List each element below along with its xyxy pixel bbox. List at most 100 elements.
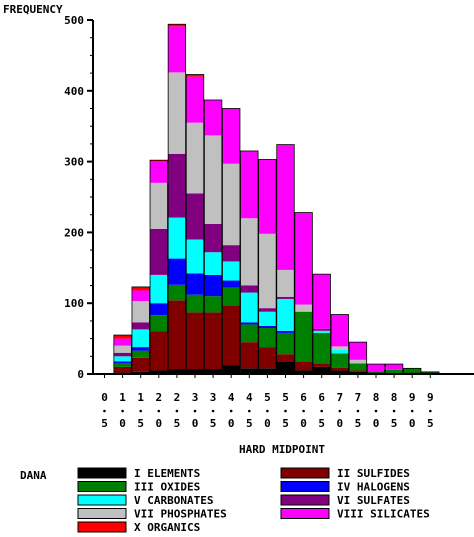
bar-segment xyxy=(186,294,204,313)
legend-swatch xyxy=(280,494,330,506)
bar-segment xyxy=(312,366,331,374)
x-tick-label-dot xyxy=(356,409,360,413)
bar-segment xyxy=(276,269,295,297)
bar-segment xyxy=(349,370,367,372)
x-tick-label: 0 xyxy=(264,417,271,430)
y-tick-label: 300 xyxy=(64,156,84,169)
x-tick-label: 9 xyxy=(427,391,434,404)
x-tick-label: 8 xyxy=(373,391,380,404)
x-tick-label: 7 xyxy=(355,391,362,404)
bar-segment xyxy=(349,359,367,364)
bar-segment xyxy=(150,182,168,229)
y-tick-label: 0 xyxy=(77,368,84,381)
x-tick-label: 6 xyxy=(318,391,325,404)
x-tick-label-dot xyxy=(193,409,197,413)
bar-segment xyxy=(186,76,204,123)
x-tick-label: 6 xyxy=(300,391,307,404)
x-tick-label: 5 xyxy=(391,417,398,430)
bar-segment xyxy=(113,338,132,346)
bar-segment xyxy=(349,342,367,360)
bar-segment xyxy=(312,274,331,329)
bar-segment xyxy=(113,352,132,357)
x-tick-label: 5 xyxy=(210,417,217,430)
y-tick-label: 100 xyxy=(64,297,84,310)
bar-segment xyxy=(222,245,240,262)
x-tick-label: 4 xyxy=(228,391,235,404)
bar-segment xyxy=(385,364,403,370)
legend-title: DANA xyxy=(20,469,47,482)
bar-segment xyxy=(168,24,186,27)
bar-segment xyxy=(113,361,132,364)
bar-segment xyxy=(186,193,204,240)
y-axis-title: FREQUENCY xyxy=(3,3,63,16)
x-tick-label-dot xyxy=(103,409,106,413)
x-tick-label-dot xyxy=(248,409,251,413)
bar-segment xyxy=(113,335,132,339)
bar-segment xyxy=(168,26,186,73)
bar-segment xyxy=(349,363,367,371)
bar-segment xyxy=(168,72,186,154)
legend-swatch xyxy=(77,494,127,506)
bar-segment xyxy=(113,356,132,362)
bar-segment xyxy=(331,346,349,350)
legend-label: X ORGANICS xyxy=(134,521,200,534)
x-tick-label-dot xyxy=(121,409,124,413)
bar-segment xyxy=(204,223,222,253)
x-tick-label-dot xyxy=(410,409,414,413)
bar-segment xyxy=(222,305,240,366)
axes-layer: 0100200300400500051015202530354045505560… xyxy=(64,14,474,430)
bar-segment xyxy=(222,261,240,281)
bar-segment xyxy=(204,135,222,224)
bar-segment xyxy=(131,371,150,374)
bar-segment xyxy=(222,287,240,306)
legend-label: IV HALOGENS xyxy=(337,481,410,494)
bar-segment xyxy=(150,303,168,316)
bar-segment xyxy=(258,233,277,309)
bar-segment xyxy=(222,365,240,374)
legend-label: VII PHOSPHATES xyxy=(134,508,227,521)
bar-segment xyxy=(204,312,222,370)
x-tick-label-dot xyxy=(211,409,215,413)
bar-segment xyxy=(131,301,150,323)
bar-segment xyxy=(222,108,240,164)
x-tick-label: 5 xyxy=(427,417,434,430)
bar-segment xyxy=(258,327,277,348)
x-tick-label-dot xyxy=(175,409,179,413)
legend-label: VIII SILICATES xyxy=(337,508,430,521)
bar-segment xyxy=(186,312,204,370)
bar-segment xyxy=(240,324,259,343)
bar-segment xyxy=(294,361,313,371)
bar-segment xyxy=(258,325,277,328)
bar-segment xyxy=(258,368,277,374)
x-tick-label: 5 xyxy=(137,417,144,430)
bar-segment xyxy=(312,328,331,331)
y-tick-label: 500 xyxy=(64,14,84,27)
x-tick-label: 5 xyxy=(318,417,325,430)
x-tick-label: 5 xyxy=(101,417,108,430)
bar-segment xyxy=(258,308,277,312)
legend-swatch xyxy=(280,508,330,519)
bar-segment xyxy=(186,369,204,374)
legend-swatch xyxy=(77,508,127,519)
bar-segment xyxy=(312,363,331,367)
legend: I ELEMENTS II SULFIDES III OXIDES IV HALOGE… xyxy=(77,467,430,534)
bar-segment xyxy=(331,349,349,354)
x-tick-label: 4 xyxy=(246,391,253,404)
bar-segment xyxy=(367,364,385,372)
x-tick-label: 5 xyxy=(174,417,181,430)
bar-segment xyxy=(186,273,204,295)
x-tick-label: 0 xyxy=(192,417,199,430)
x-tick-label-dot xyxy=(266,409,269,413)
x-tick-label-dot xyxy=(338,409,342,413)
bar-segment xyxy=(186,122,204,194)
bar-segment xyxy=(150,331,168,371)
x-tick-label: 8 xyxy=(391,391,398,404)
x-tick-label: 0 xyxy=(373,417,380,430)
bar-segment xyxy=(204,296,222,313)
x-tick-label: 5 xyxy=(355,417,362,430)
x-tick-label: 5 xyxy=(282,417,289,430)
x-tick-label: 0 xyxy=(336,417,343,430)
x-tick-label: 5 xyxy=(264,391,271,404)
x-tick-label-dot xyxy=(320,409,324,413)
